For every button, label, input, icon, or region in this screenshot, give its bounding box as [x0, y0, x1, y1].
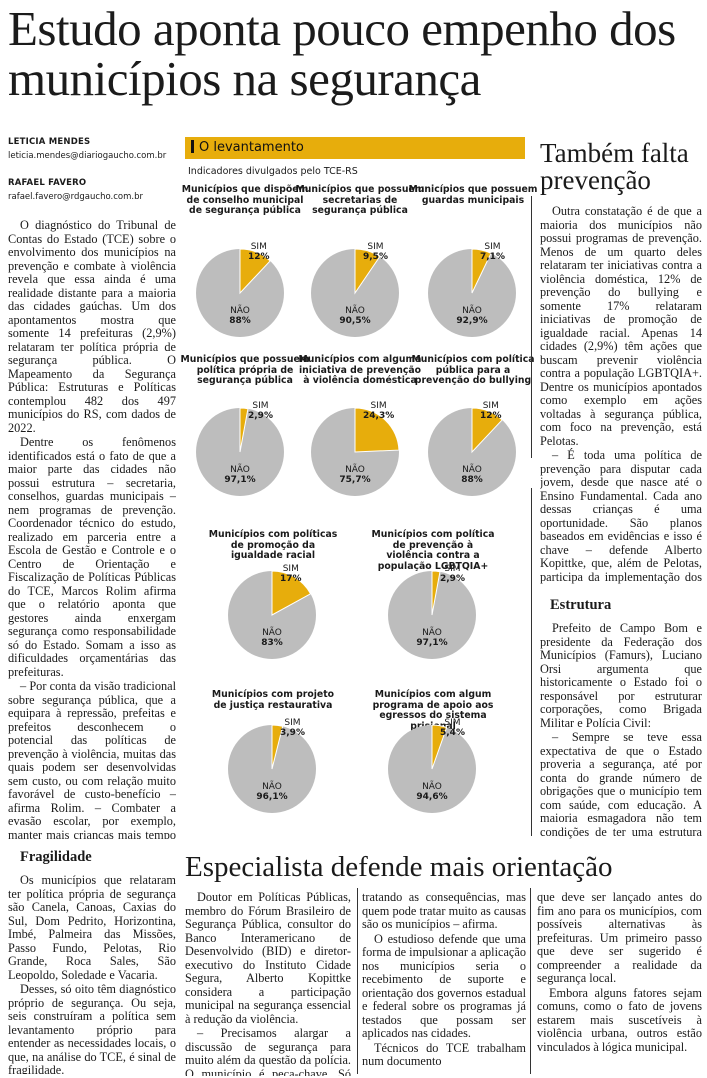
pie-slice-sim — [431, 724, 448, 770]
column-divider — [531, 196, 532, 458]
prevencao-paragraph: Outra constatação é de que a maioria dos… — [540, 205, 702, 448]
pie-label-nao: NÃO 97,1% — [224, 465, 256, 485]
especialista-column-3: que deve ser lançado antes do fim ano pa… — [537, 891, 702, 1076]
pie-chart — [311, 407, 400, 496]
pie-slice-sim — [354, 407, 400, 453]
pie-label-nao: NÃO 96,1% — [256, 782, 288, 802]
fragilidade-paragraph: Os municípios que relataram ter política… — [8, 874, 176, 982]
pie-label-nao: NÃO 83% — [261, 628, 283, 648]
pie-title: Municípios que possuem secretarias de se… — [295, 184, 425, 217]
especialista-column-2: tratando as consequências, mas quem pode… — [362, 891, 526, 1076]
especialista-paragraph: – Precisamos alargar a discussão de segu… — [185, 1026, 351, 1076]
pie-label-sim: SIM 2,9% — [248, 401, 273, 421]
especialista-paragraph: Técnicos do TCE trabalham num documento — [362, 1040, 526, 1068]
prevencao-column: Outra constatação é de que a maioria dos… — [540, 205, 702, 585]
estrutura-title: Estrutura — [550, 597, 612, 613]
author-email-2[interactable]: rafael.favero@rdgaucho.com.br — [8, 192, 143, 202]
especialista-paragraph: O estudioso defende que uma forma de imp… — [362, 931, 526, 1040]
especialista-title: Especialista defende mais orientação — [185, 851, 613, 883]
pie-label-nao: NÃO 97,1% — [416, 628, 448, 648]
estrutura-paragraph: Prefeito de Campo Bom e presidente da Fe… — [540, 622, 702, 730]
pie-label-sim: SIM 24,3% — [363, 401, 395, 421]
fragilidade-title: Fragilidade — [20, 849, 92, 865]
column-divider — [530, 888, 531, 1074]
column-divider — [531, 488, 532, 836]
pie-slice-sim — [354, 248, 381, 295]
prevencao-title: Também falta prevenção — [540, 138, 689, 195]
pie-chart — [388, 570, 476, 659]
pie-slice-sim — [271, 724, 284, 770]
pie-label-nao: NÃO 94,6% — [416, 782, 448, 802]
main-paragraph: – Por conta da visão tradicional sobre s… — [8, 679, 176, 839]
pie-chart — [228, 724, 316, 813]
pie-title: Municípios com políticas de promoção da … — [208, 529, 338, 562]
pie-label-sim: SIM 3,9% — [280, 718, 305, 738]
column-divider — [357, 888, 358, 1074]
fragilidade-paragraph: Desses, só oito têm diagnóstico próprio … — [8, 982, 176, 1074]
pie-title: Municípios com política pública para a p… — [411, 354, 535, 387]
pie-slice-sim — [431, 570, 441, 616]
pie-slice-sim — [271, 570, 312, 616]
author-name-1: LETICIA MENDES — [8, 137, 91, 147]
infographic-subtitle: Indicadores divulgados pelo TCE-RS — [188, 166, 358, 177]
pie-label-sim: SIM 12% — [248, 242, 270, 262]
pie-slice-sim — [239, 248, 271, 295]
especialista-paragraph: tratando as consequências, mas quem pode… — [362, 891, 526, 931]
pie-title: Municípios com alguma iniciativa de prev… — [298, 354, 422, 387]
pie-title: Municípios que possuem guardas municipai… — [408, 184, 538, 206]
pie-title: Municípios que possuem política própria … — [180, 354, 310, 387]
pie-chart — [228, 570, 316, 659]
especialista-column-1: Doutor em Políticas Públicas, membro do … — [185, 891, 351, 1076]
pie-label-nao: NÃO 75,7% — [339, 465, 371, 485]
main-paragraph: O diagnóstico do Tribunal de Contas do E… — [8, 219, 176, 435]
pie-chart — [428, 248, 516, 337]
especialista-paragraph: que deve ser lançado antes do fim ano pa… — [537, 891, 702, 985]
headline: Estudo aponta pouco empenho dos municípi… — [8, 1, 676, 106]
pie-slice-sim — [471, 248, 492, 294]
especialista-paragraph: Embora alguns fatores sejam comuns, como… — [537, 985, 702, 1054]
infographic-banner: O levantamento — [185, 137, 525, 159]
pie-chart — [388, 724, 476, 813]
pie-label-nao: NÃO 90,5% — [339, 306, 371, 326]
main-article-column: O diagnóstico do Tribunal de Contas do E… — [8, 219, 176, 839]
pie-label-nao: NÃO 88% — [461, 465, 483, 485]
pie-label-sim: SIM 5,4% — [440, 718, 465, 738]
estrutura-column: Prefeito de Campo Bom e presidente da Fe… — [540, 622, 702, 840]
pie-chart — [196, 407, 284, 496]
pie-label-sim: SIM 9,5% — [363, 242, 388, 262]
pie-label-sim: SIM 7,1% — [480, 242, 505, 262]
pie-label-nao: NÃO 92,9% — [456, 306, 488, 326]
author-name-2: RAFAEL FAVERO — [8, 178, 87, 188]
pie-slice-sim — [239, 407, 249, 453]
pie-chart — [196, 248, 284, 337]
pie-slice-sim — [471, 407, 503, 454]
pie-title: Municípios com projeto de justiça restau… — [211, 689, 335, 711]
main-paragraph: Dentre os fenômenos identificados está o… — [8, 435, 176, 679]
especialista-paragraph: Doutor em Políticas Públicas, membro do … — [185, 891, 351, 1026]
estrutura-paragraph: – Sempre se teve essa expectativa de que… — [540, 730, 702, 840]
prevencao-paragraph: – É toda uma política de prevenção para … — [540, 448, 702, 585]
pie-chart — [311, 248, 399, 337]
pie-chart — [428, 407, 516, 496]
pie-label-sim: SIM 12% — [480, 401, 502, 421]
pie-label-sim: SIM 2,9% — [440, 564, 465, 584]
pie-label-nao: NÃO 88% — [229, 306, 251, 326]
author-email-1[interactable]: leticia.mendes@diariogaucho.com.br — [8, 151, 167, 161]
pie-label-sim: SIM 17% — [280, 564, 302, 584]
pie-title: Municípios que dispõem de conselho munic… — [181, 184, 309, 217]
fragilidade-column: Os municípios que relataram ter política… — [8, 874, 176, 1074]
pie-title: Municípios com política de prevenção à v… — [371, 529, 495, 572]
